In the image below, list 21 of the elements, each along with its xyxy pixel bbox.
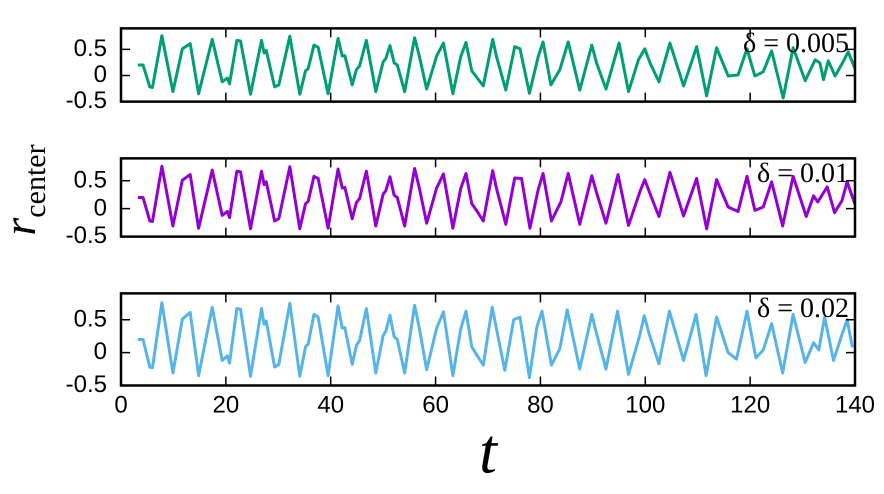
y-tick-label: 0 — [94, 194, 107, 222]
x-tick-label: 100 — [625, 392, 666, 419]
y-tick-label: -0.5 — [66, 87, 107, 114]
x-tick-label: 60 — [422, 392, 449, 419]
x-tick-label: 0 — [114, 392, 128, 419]
y-tick-label: 0.5 — [74, 305, 107, 332]
annotation: δ = 0.02 — [757, 292, 849, 324]
y-tick-label: 0 — [94, 61, 107, 88]
x-tick-label: 20 — [212, 392, 240, 419]
x-tick-label: 40 — [317, 392, 344, 419]
y-tick-label: 0 — [94, 338, 107, 366]
x-tick-label: 140 — [834, 392, 876, 419]
y-tick-label: -0.5 — [66, 222, 107, 250]
x-tick-label: 80 — [527, 392, 554, 419]
y-tick-label: -0.5 — [66, 371, 107, 398]
x-axis-title: t — [479, 415, 500, 486]
annotation: δ = 0.01 — [757, 158, 849, 189]
x-tick-label: 120 — [730, 392, 770, 419]
annotation: δ = 0.005 — [743, 28, 849, 59]
y-tick-label: 0.5 — [74, 34, 107, 62]
y-tick-label: 0.5 — [74, 166, 107, 194]
